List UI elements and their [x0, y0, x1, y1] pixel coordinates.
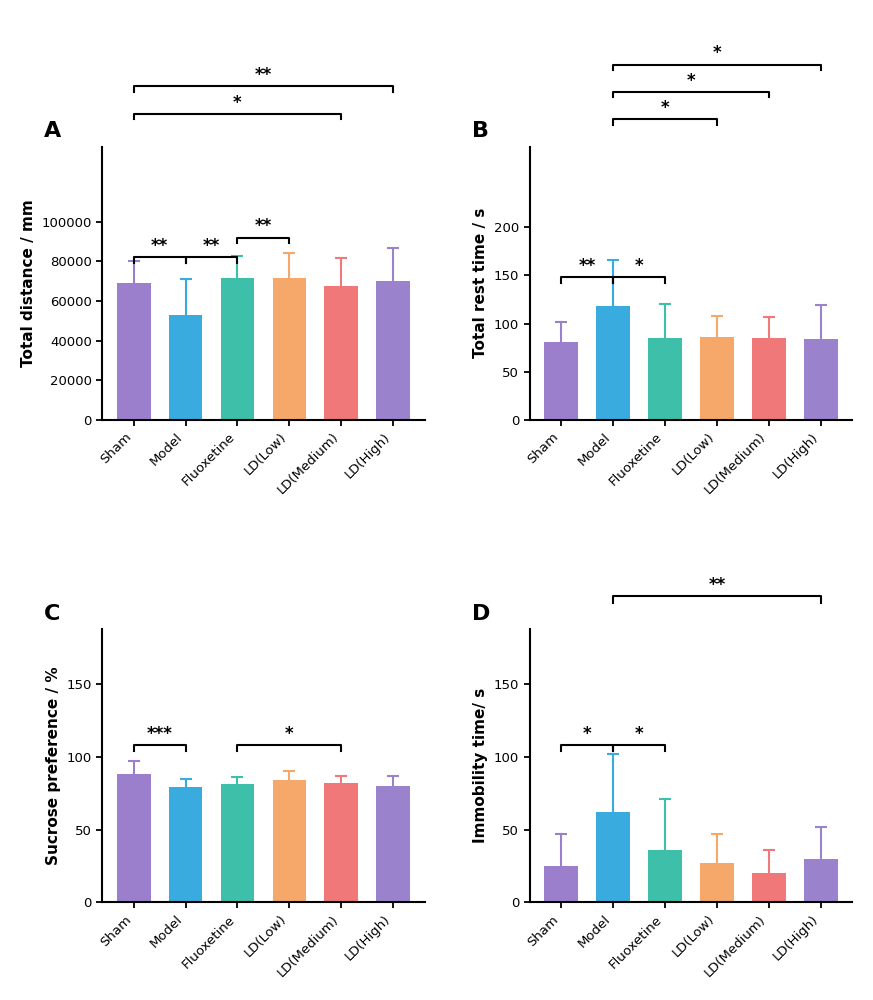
Text: *: * [635, 257, 643, 275]
Bar [168, 315, 203, 420]
Text: **: ** [203, 237, 220, 255]
Text: *: * [686, 72, 695, 90]
Text: D: D [471, 604, 490, 624]
Text: *: * [661, 99, 670, 117]
Text: A: A [45, 121, 61, 141]
Text: **: ** [255, 217, 272, 235]
Bar [325, 286, 358, 420]
Text: *: * [635, 725, 643, 743]
Bar [648, 338, 682, 420]
Bar [325, 783, 358, 902]
Y-axis label: Immobility time/ s: Immobility time/ s [473, 688, 488, 843]
Text: *: * [233, 94, 242, 112]
Text: ***: *** [147, 725, 173, 743]
Bar [117, 774, 150, 902]
Bar [221, 278, 254, 420]
Bar [700, 337, 733, 420]
Bar [596, 306, 630, 420]
Bar [544, 342, 578, 420]
Text: **: ** [151, 237, 168, 255]
Y-axis label: Total distance / mm: Total distance / mm [21, 199, 36, 367]
Bar [596, 812, 630, 902]
Text: **: ** [708, 576, 725, 594]
Text: *: * [285, 725, 293, 743]
Text: **: ** [255, 66, 272, 84]
Bar [804, 859, 837, 902]
Text: C: C [45, 604, 60, 624]
Bar [376, 281, 410, 420]
Bar [117, 283, 150, 420]
Text: *: * [583, 725, 591, 743]
Y-axis label: Total rest time / s: Total rest time / s [473, 208, 488, 358]
Bar [752, 873, 786, 902]
Bar [648, 850, 682, 902]
Bar [544, 866, 578, 902]
Bar [272, 780, 306, 902]
Y-axis label: Sucrose preference / %: Sucrose preference / % [46, 666, 61, 865]
Bar [376, 786, 410, 902]
Bar [168, 787, 203, 902]
Text: B: B [471, 121, 489, 141]
Bar [272, 278, 306, 420]
Bar [752, 338, 786, 420]
Bar [804, 339, 837, 420]
Bar [221, 784, 254, 902]
Bar [700, 863, 733, 902]
Text: **: ** [579, 257, 595, 275]
Text: *: * [712, 44, 721, 62]
